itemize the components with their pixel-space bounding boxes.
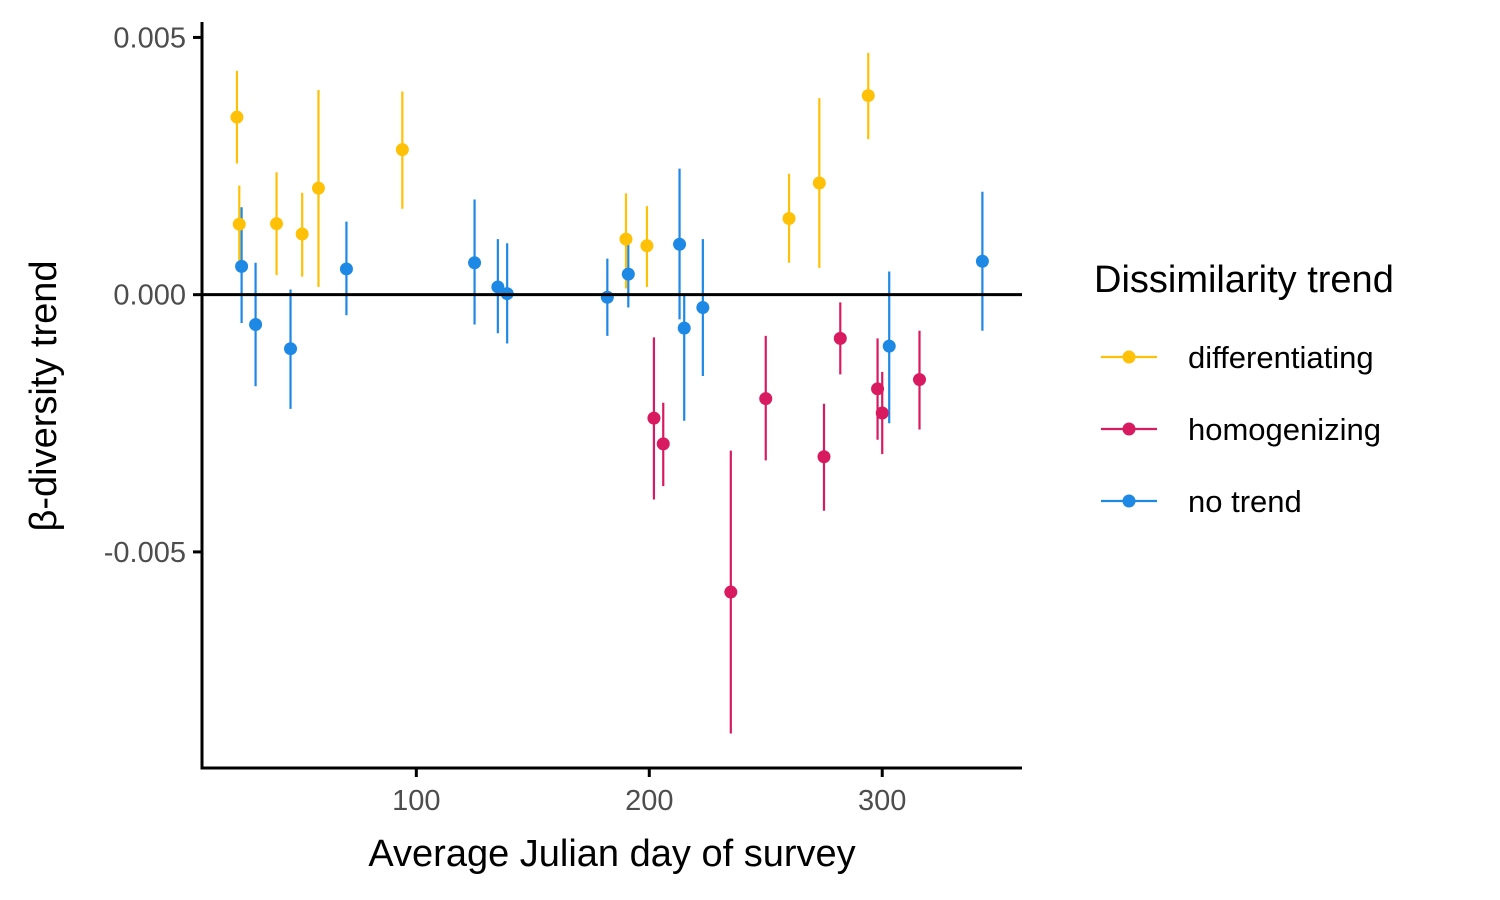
data-point-no-trend: [696, 301, 710, 315]
legend-label: homogenizing: [1188, 412, 1381, 447]
y-tick-label: -0.005: [104, 537, 186, 569]
points-layer: [230, 89, 989, 599]
data-point-homogenizing: [656, 437, 670, 451]
data-point-differentiating: [232, 217, 246, 231]
legend-key-point: [1122, 350, 1136, 364]
legend-item-differentiating: differentiating: [1101, 340, 1374, 375]
data-point-no-trend: [284, 342, 298, 356]
data-point-no-trend: [975, 254, 989, 268]
error-bars-layer: [235, 52, 984, 734]
data-point-differentiating: [619, 232, 633, 246]
data-point-no-trend: [468, 256, 482, 270]
x-axis-ticks: 100 200 300: [392, 768, 906, 817]
data-point-homogenizing: [871, 382, 885, 396]
data-point-differentiating: [230, 110, 244, 124]
legend-items: differentiating homogenizing no trend: [1101, 340, 1381, 519]
legend-key-point: [1122, 494, 1136, 508]
data-point-differentiating: [395, 143, 409, 157]
data-point-homogenizing: [817, 450, 831, 464]
data-point-no-trend: [339, 262, 353, 276]
legend-item-homogenizing: homogenizing: [1101, 412, 1381, 447]
data-point-differentiating: [640, 239, 654, 253]
data-point-differentiating: [861, 89, 875, 103]
y-axis-title: β-diversity trend: [23, 260, 65, 531]
data-point-no-trend: [882, 339, 896, 353]
data-point-differentiating: [782, 212, 796, 226]
data-point-differentiating: [270, 217, 284, 231]
data-point-differentiating: [295, 227, 309, 241]
x-tick-label: 300: [858, 785, 906, 817]
x-tick-label: 100: [392, 785, 440, 817]
legend-label: no trend: [1188, 484, 1302, 519]
data-point-no-trend: [677, 321, 691, 335]
legend-title: Dissimilarity trend: [1094, 259, 1394, 301]
y-axis-ticks: 0.005 0.000 -0.005: [104, 22, 202, 569]
data-point-no-trend: [235, 259, 249, 273]
data-point-differentiating: [812, 176, 826, 190]
data-point-homogenizing: [875, 406, 889, 420]
legend-item-no-trend: no trend: [1101, 484, 1302, 519]
data-point-homogenizing: [913, 373, 926, 387]
data-point-homogenizing: [724, 585, 738, 599]
data-point-homogenizing: [647, 411, 661, 425]
x-tick-label: 200: [625, 785, 673, 817]
data-point-no-trend: [249, 318, 263, 332]
legend: Dissimilarity trend differentiating homog…: [1094, 259, 1394, 519]
y-tick-label: 0.000: [113, 280, 186, 312]
data-point-no-trend: [621, 267, 635, 281]
data-point-differentiating: [311, 181, 325, 195]
data-point-no-trend: [491, 280, 505, 294]
data-point-homogenizing: [759, 392, 773, 406]
legend-key-point: [1122, 422, 1136, 436]
x-axis-title: Average Julian day of survey: [368, 833, 855, 875]
data-point-homogenizing: [833, 331, 847, 345]
data-point-no-trend: [673, 237, 687, 251]
y-tick-label: 0.005: [113, 22, 186, 54]
legend-label: differentiating: [1188, 340, 1374, 375]
data-point-no-trend: [600, 290, 614, 304]
